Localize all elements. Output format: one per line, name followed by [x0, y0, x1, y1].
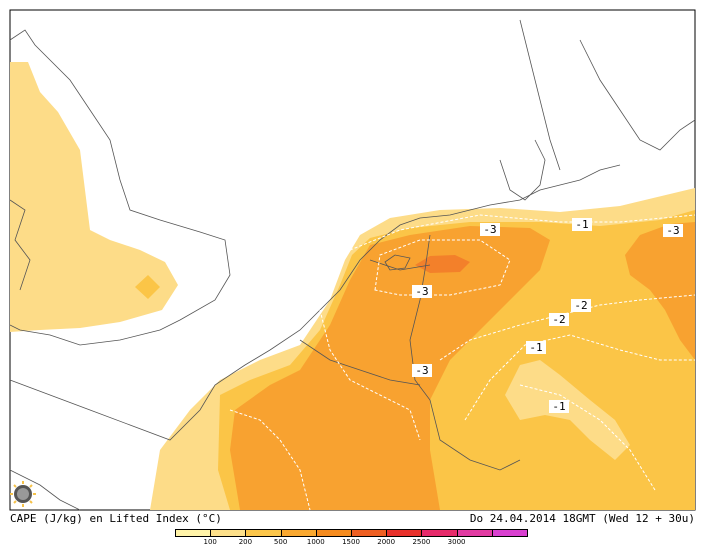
contour-label-group: -3 -1 -3 -3 -2 -2 -1 -3 -1: [412, 218, 683, 413]
legend-swatch: [491, 529, 528, 537]
contour-label-text: -3: [415, 364, 428, 377]
contour-minus1-north: [349, 214, 696, 251]
contour-label: -2: [571, 299, 591, 312]
contour-label-text: -3: [415, 285, 428, 298]
contour-label: -3: [480, 223, 500, 236]
shading-dark-east: [625, 222, 695, 360]
coast-denmark: [499, 139, 546, 201]
coast-continent: [9, 164, 621, 441]
legend-tick-label: 1500: [342, 538, 360, 546]
legend-tick-label: 100: [203, 538, 217, 546]
coastlines: [9, 19, 696, 511]
border-belgium-france: [299, 339, 421, 386]
coast-france-west: [9, 469, 81, 511]
legend-tick-label: 3000: [447, 538, 466, 546]
contour-label: -3: [663, 224, 683, 237]
legend-tick-label: 1000: [306, 538, 325, 546]
contour-label: -3: [412, 364, 432, 377]
contour-label: -1: [572, 218, 592, 231]
contour-label: -1: [549, 400, 569, 413]
contour-label-text: -3: [483, 223, 496, 236]
contour-label: -3: [412, 285, 432, 298]
legend-swatch: [175, 529, 212, 537]
legend-swatch: [210, 529, 247, 537]
legend-swatch: [351, 529, 388, 537]
legend-swatch: [386, 529, 423, 537]
shading-light-england: [10, 62, 178, 332]
contour-label-text: -1: [575, 218, 588, 231]
contour-label: -1: [526, 341, 546, 354]
contour-minus2-south: [229, 409, 311, 511]
map-caption-title: CAPE (J/kg) en Lifted Index (°C): [10, 512, 222, 525]
coast-britain: [9, 29, 231, 346]
legend-swatch: [315, 529, 352, 537]
contour-label-text: -2: [552, 313, 565, 326]
legend-swatch: [280, 529, 317, 537]
border-netherlands: [369, 259, 431, 271]
contour-minus2: [439, 294, 696, 361]
legend-swatch: [421, 529, 458, 537]
legend-tick-label: 500: [273, 538, 288, 546]
cape-shading: [10, 62, 695, 510]
shading-peak-netherlands: [415, 255, 470, 273]
legend-swatch: [245, 529, 282, 537]
ijsselmeer: [384, 254, 411, 271]
sun-logo-icon: [10, 481, 36, 507]
shading-dark-continent: [230, 226, 550, 510]
legend-tick-label: 2500: [412, 538, 431, 546]
contour-label: -2: [549, 313, 569, 326]
contour-label-text: -1: [552, 400, 565, 413]
legend-tick-label: 2000: [377, 538, 396, 546]
contour-label-text: -2: [574, 299, 587, 312]
coast-scandinavia: [519, 19, 696, 171]
contour-label-text: -1: [529, 341, 542, 354]
color-legend: 100 200 500 1000 1500 2000 2500 3000: [175, 529, 528, 546]
contour-minus1-southeast: [519, 384, 656, 491]
legend-tick-label: 200: [238, 538, 253, 546]
map-caption-datetime: Do 24.04.2014 18GMT (Wed 12 + 30u): [469, 512, 695, 525]
coast-britain-inner: [9, 199, 31, 291]
legend-swatch: [456, 529, 493, 537]
contour-label-text: -3: [666, 224, 679, 237]
shading-medium-patch-east-england: [135, 275, 160, 299]
contour-minus1-south: [464, 334, 695, 421]
